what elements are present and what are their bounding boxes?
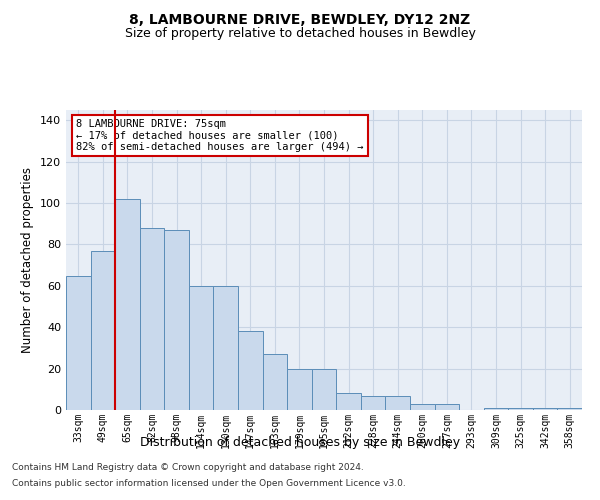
Bar xyxy=(214,286,238,410)
Bar xyxy=(189,286,214,410)
Text: Size of property relative to detached houses in Bewdley: Size of property relative to detached ho… xyxy=(125,28,475,40)
Bar xyxy=(410,404,434,410)
Bar xyxy=(91,250,115,410)
Bar xyxy=(238,332,263,410)
Bar xyxy=(533,408,557,410)
Bar xyxy=(312,368,336,410)
Bar xyxy=(115,199,140,410)
Bar xyxy=(164,230,189,410)
Bar xyxy=(508,408,533,410)
Text: Contains HM Land Registry data © Crown copyright and database right 2024.: Contains HM Land Registry data © Crown c… xyxy=(12,464,364,472)
Bar xyxy=(434,404,459,410)
Bar xyxy=(336,394,361,410)
Text: Distribution of detached houses by size in Bewdley: Distribution of detached houses by size … xyxy=(140,436,460,449)
Bar xyxy=(140,228,164,410)
Bar xyxy=(66,276,91,410)
Bar xyxy=(484,408,508,410)
Bar xyxy=(557,408,582,410)
Y-axis label: Number of detached properties: Number of detached properties xyxy=(22,167,34,353)
Bar xyxy=(385,396,410,410)
Text: 8 LAMBOURNE DRIVE: 75sqm
← 17% of detached houses are smaller (100)
82% of semi-: 8 LAMBOURNE DRIVE: 75sqm ← 17% of detach… xyxy=(76,119,364,152)
Text: 8, LAMBOURNE DRIVE, BEWDLEY, DY12 2NZ: 8, LAMBOURNE DRIVE, BEWDLEY, DY12 2NZ xyxy=(130,12,470,26)
Text: Contains public sector information licensed under the Open Government Licence v3: Contains public sector information licen… xyxy=(12,478,406,488)
Bar xyxy=(361,396,385,410)
Bar xyxy=(287,368,312,410)
Bar xyxy=(263,354,287,410)
